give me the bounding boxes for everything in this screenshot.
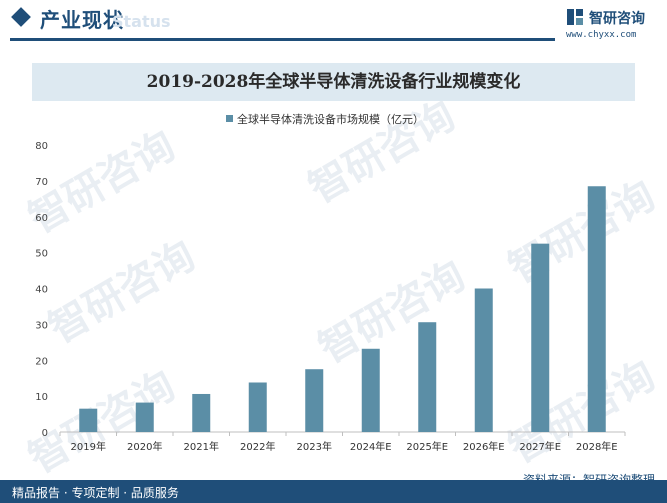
section-header: 产业现状 Status 智研咨询 www.chyxx.com (0, 0, 667, 44)
bar (531, 243, 550, 432)
legend-swatch (226, 115, 233, 122)
x-tick-label: 2025年E (406, 440, 448, 453)
chart-title-band (32, 63, 635, 101)
x-tick-label: 2026年E (463, 440, 505, 453)
bar (361, 348, 380, 432)
bar (305, 369, 324, 432)
y-tick-label: 10 (35, 392, 48, 403)
bar (587, 186, 606, 432)
bar (79, 408, 98, 432)
logo-name: 智研咨询 (589, 11, 645, 27)
x-tick-label: 2020年 (127, 440, 162, 453)
y-tick-label: 80 (35, 141, 48, 152)
x-tick-label: 2019年 (71, 440, 106, 453)
y-tick-label: 70 (35, 177, 48, 188)
logo-url: www.chyxx.com (566, 30, 637, 40)
x-tick-label: 2023年 (297, 440, 332, 453)
legend-label: 全球半导体清洗设备市场规模（亿元） (237, 112, 424, 126)
x-tick-label: 2028年E (576, 440, 618, 453)
x-tick-label: 2024年E (350, 440, 392, 453)
bar-chart: 全球半导体清洗设备市场规模（亿元） 0 10 20 30 40 50 60 70 80 2019年 2… (35, 112, 626, 453)
bar (192, 393, 211, 432)
footer-tagline: 精品报告 · 专项定制 · 品质服务 (12, 486, 179, 500)
chart-title: 2019-2028年全球半导体清洗设备行业规模变化 (146, 72, 521, 92)
header-divider (10, 38, 555, 41)
x-tick-label: 2021年 (184, 440, 219, 453)
x-tick-label: 2022年 (240, 440, 275, 453)
logo-icon (567, 9, 583, 25)
y-tick-label: 30 (35, 320, 48, 331)
y-tick-label: 20 (35, 356, 48, 367)
y-tick-label: 40 (35, 285, 48, 296)
section-subtitle: Status (112, 12, 171, 31)
section-title: 产业现状 (40, 8, 124, 32)
bar (418, 322, 437, 432)
bar (248, 382, 267, 432)
bar (135, 402, 154, 432)
y-tick-label: 60 (35, 213, 48, 224)
x-tick-label: 2027年E (519, 440, 561, 453)
y-tick-label: 50 (35, 249, 48, 260)
footer-bar (0, 480, 667, 503)
bar (474, 288, 493, 432)
y-tick-label: 0 (42, 428, 48, 439)
